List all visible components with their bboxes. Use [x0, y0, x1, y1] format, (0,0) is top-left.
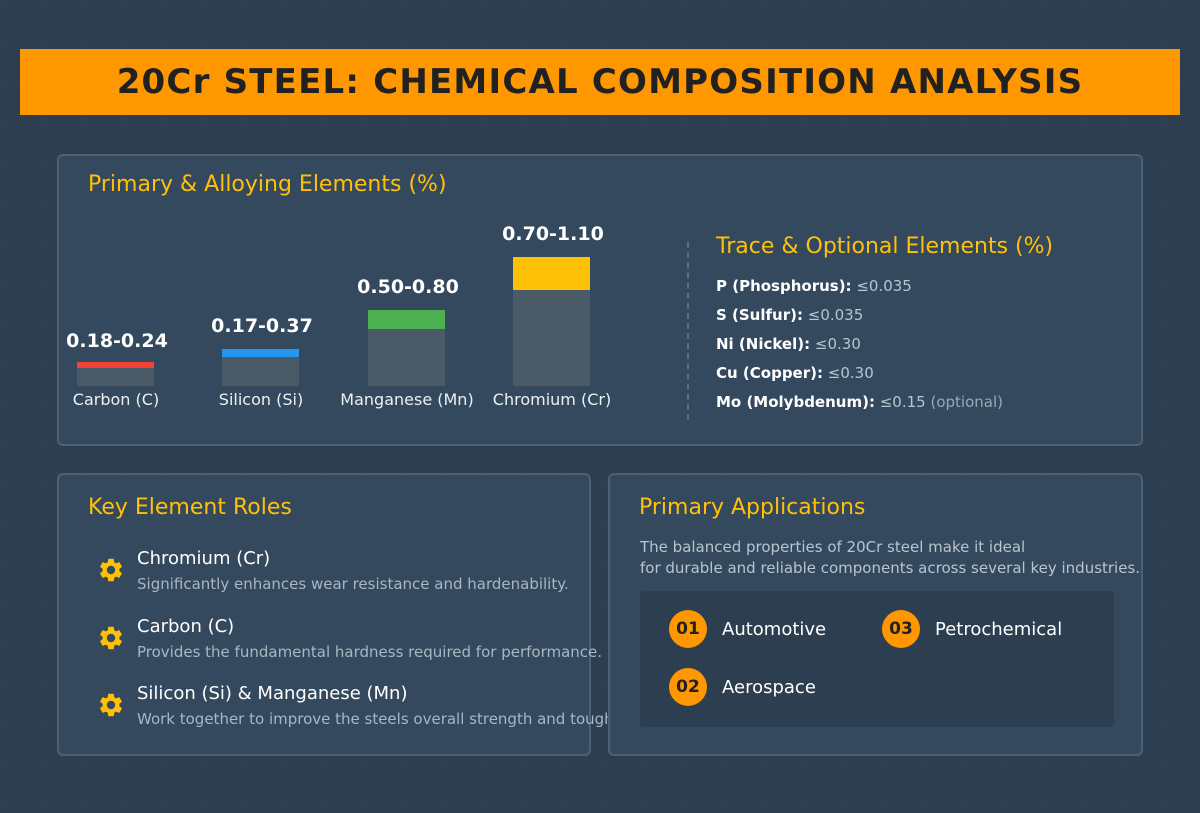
number-badge: 02 — [669, 668, 707, 706]
bar-value: 0.70-1.10 — [502, 223, 604, 245]
trace-item: S (Sulfur): ≤0.035 — [716, 306, 864, 324]
trace-elements-title: Trace & Optional Elements (%) — [716, 234, 1054, 259]
trace-item: P (Phosphorus): ≤0.035 — [716, 277, 912, 295]
application-label: Petrochemical — [935, 618, 1063, 640]
gear-icon — [100, 558, 122, 582]
title-banner: 20Cr STEEL: CHEMICAL COMPOSITION ANALYSI… — [20, 49, 1180, 115]
role-description: Provides the fundamental hardness requir… — [137, 643, 603, 661]
primary-applications-card: Primary Applications The balanced proper… — [608, 473, 1143, 756]
application-label: Automotive — [722, 618, 827, 640]
role-name: Silicon (Si) & Manganese (Mn) — [137, 683, 408, 704]
bar-label: Silicon (Si) — [218, 390, 304, 409]
application-item-petrochemical: 03 Petrochemical — [882, 610, 1062, 648]
trace-item: Ni (Nickel): ≤0.30 — [716, 335, 861, 353]
gear-icon — [100, 693, 122, 717]
number-badge: 01 — [669, 610, 707, 648]
role-name: Chromium (Cr) — [137, 548, 271, 569]
number-badge: 03 — [882, 610, 920, 648]
application-item-automotive: 01 Automotive — [669, 610, 826, 648]
application-label: Aerospace — [722, 676, 816, 698]
bar-label: Chromium (Cr) — [492, 390, 612, 409]
role-description: Significantly enhances wear resistance a… — [137, 575, 569, 593]
page-title: 20Cr STEEL: CHEMICAL COMPOSITION ANALYSI… — [116, 62, 1084, 102]
bar-range-band — [222, 349, 299, 357]
section-divider — [687, 242, 689, 420]
bar-label: Manganese (Mn) — [340, 390, 474, 409]
applications-intro: The balanced properties of 20Cr steel ma… — [640, 537, 1140, 579]
bar-value: 0.18-0.24 — [66, 330, 168, 352]
trace-item: Cu (Copper): ≤0.30 — [716, 364, 874, 382]
role-description: Work together to improve the steels over… — [137, 710, 612, 728]
bar-value: 0.17-0.37 — [211, 315, 313, 337]
bar-range-band — [368, 310, 445, 329]
application-item-aerospace: 02 Aerospace — [669, 668, 816, 706]
intro-line: for durable and reliable components acro… — [640, 559, 1141, 577]
primary-elements-card: Primary & Alloying Elements (%) 0.18-0.2… — [57, 154, 1143, 446]
primary-applications-title: Primary Applications — [639, 495, 866, 520]
bar-rect — [77, 362, 154, 386]
bar-rect — [368, 310, 445, 386]
key-element-roles-title: Key Element Roles — [88, 495, 292, 520]
bar-value: 0.50-0.80 — [357, 276, 459, 298]
role-name: Carbon (C) — [137, 616, 235, 637]
gear-icon — [100, 626, 122, 650]
bar-rect — [222, 349, 299, 386]
bar-range-band — [513, 257, 590, 290]
applications-list: 01 Automotive 02 Aerospace 03 Petrochemi… — [640, 591, 1114, 727]
primary-elements-title: Primary & Alloying Elements (%) — [88, 172, 447, 197]
bar-range-band — [77, 362, 154, 368]
bar-rect — [513, 257, 590, 386]
bar-label: Carbon (C) — [72, 390, 160, 409]
trace-item: Mo (Molybdenum): ≤0.15 (optional) — [716, 393, 1003, 411]
intro-line: The balanced properties of 20Cr steel ma… — [640, 538, 1026, 556]
key-element-roles-card: Key Element Roles Chromium (Cr) Signific… — [57, 473, 612, 756]
trace-elements-list: P (Phosphorus): ≤0.035 S (Sulfur): ≤0.03… — [716, 274, 1003, 419]
